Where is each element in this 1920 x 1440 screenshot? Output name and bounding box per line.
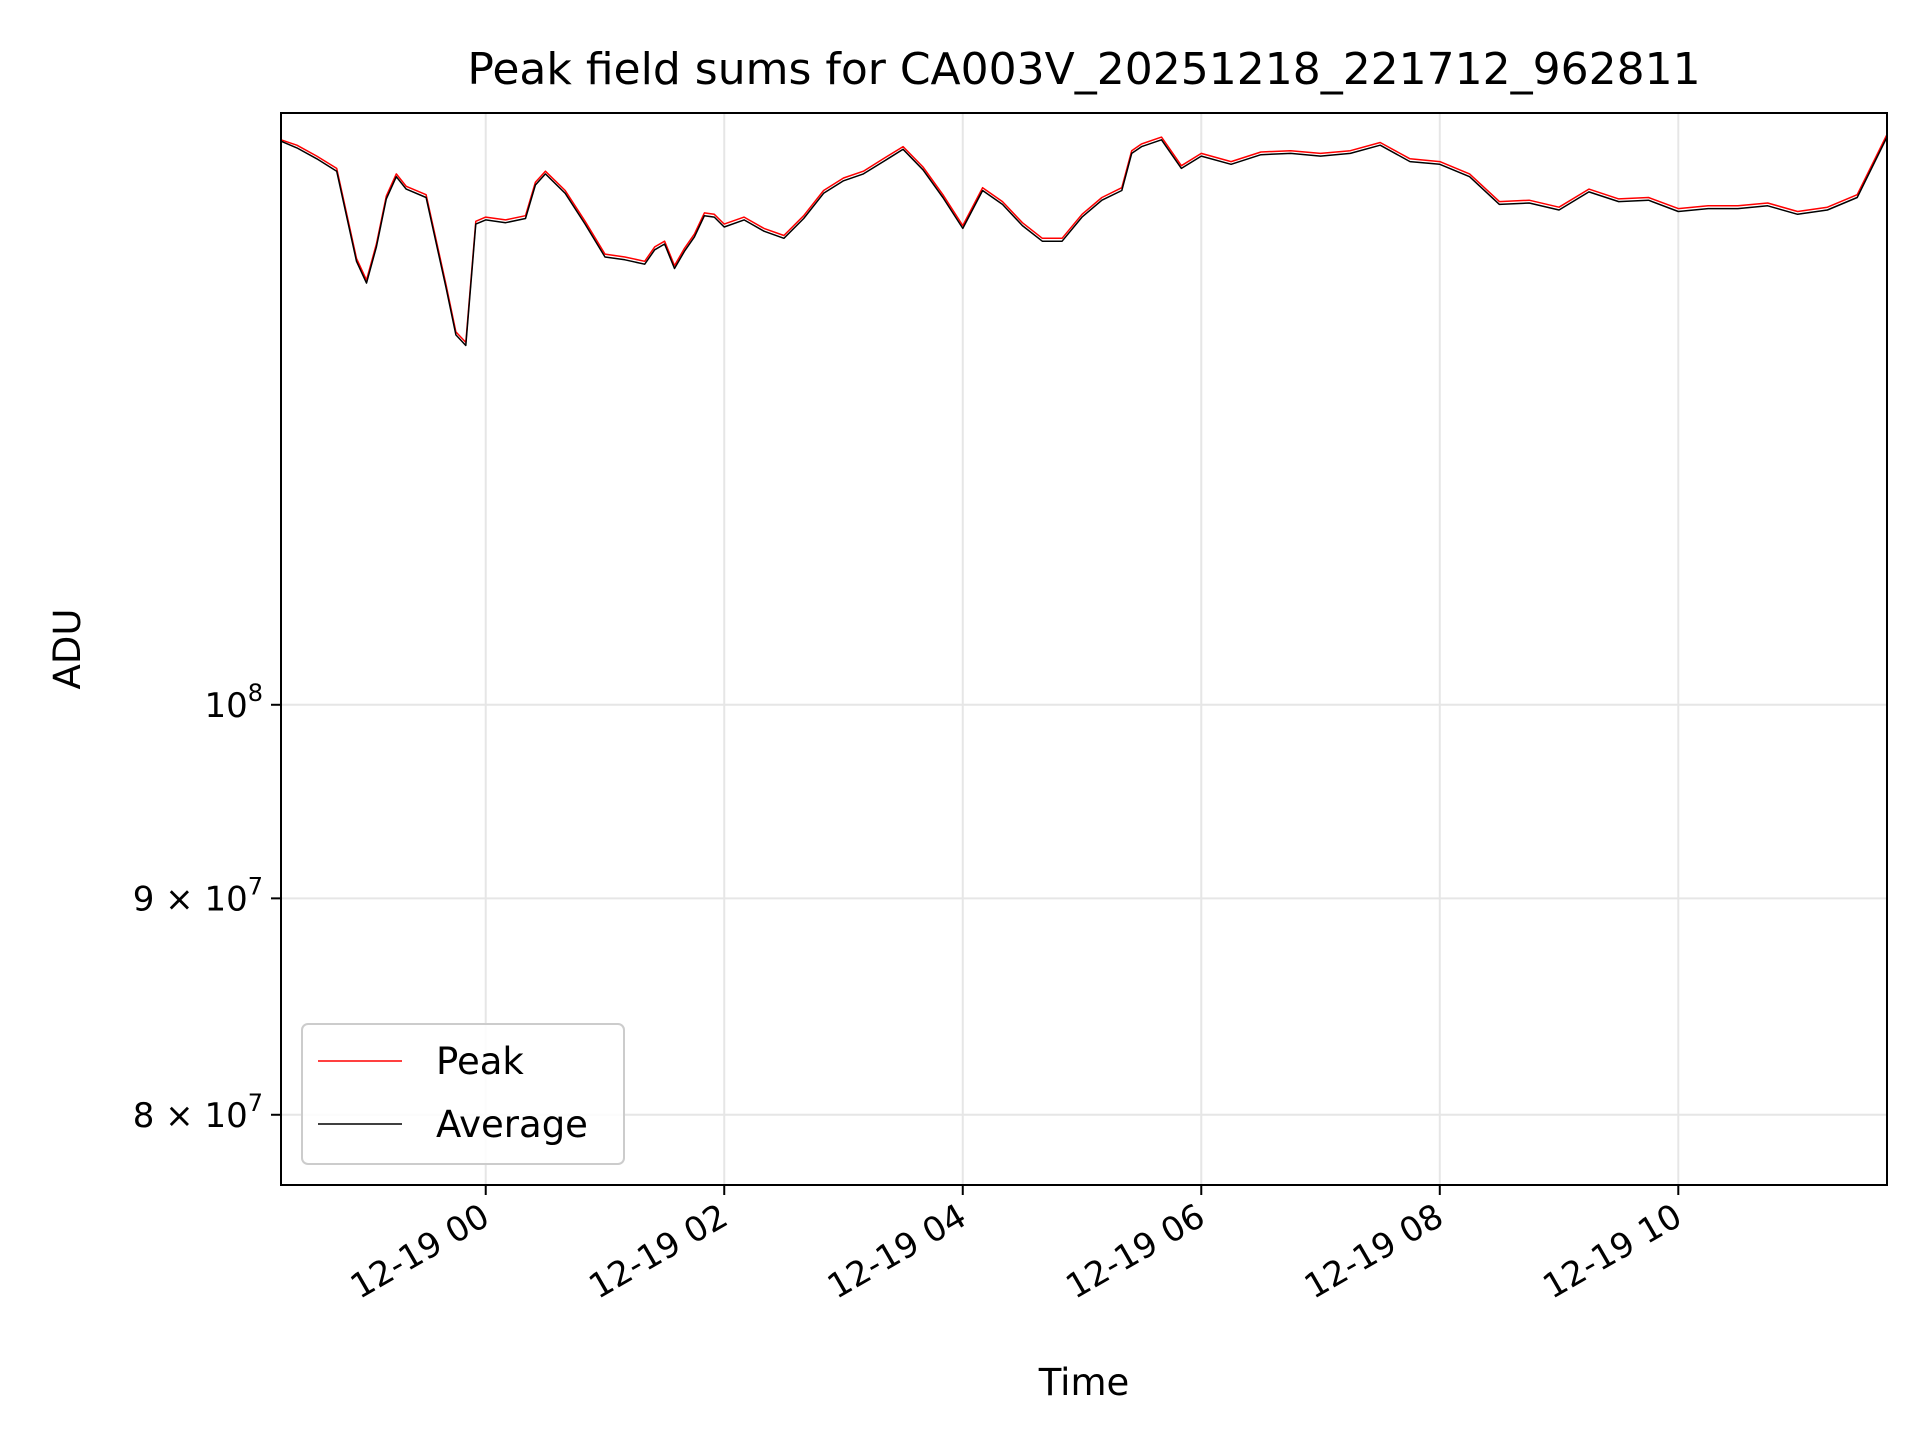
y-tick-label: 108 <box>204 679 263 726</box>
series-lines <box>280 134 1888 347</box>
legend-label-peak: Peak <box>436 1040 524 1083</box>
legend-label-average: Average <box>436 1103 588 1146</box>
y-tick-label: 9 × 107 <box>133 872 263 919</box>
legend-box <box>301 1023 625 1165</box>
legend: Peak Average <box>301 1023 625 1165</box>
chart-title: Peak field sums for CA003V_20251218_2217… <box>467 44 1700 95</box>
series-line-average <box>280 136 1888 347</box>
y-tick-label: 8 × 107 <box>133 1089 263 1136</box>
x-axis-label: Time <box>1038 1361 1130 1404</box>
y-axis-label: ADU <box>46 609 89 690</box>
plot-frame <box>280 112 1888 1186</box>
y-axis: 108 9 × 107 8 × 107 <box>133 679 281 1136</box>
